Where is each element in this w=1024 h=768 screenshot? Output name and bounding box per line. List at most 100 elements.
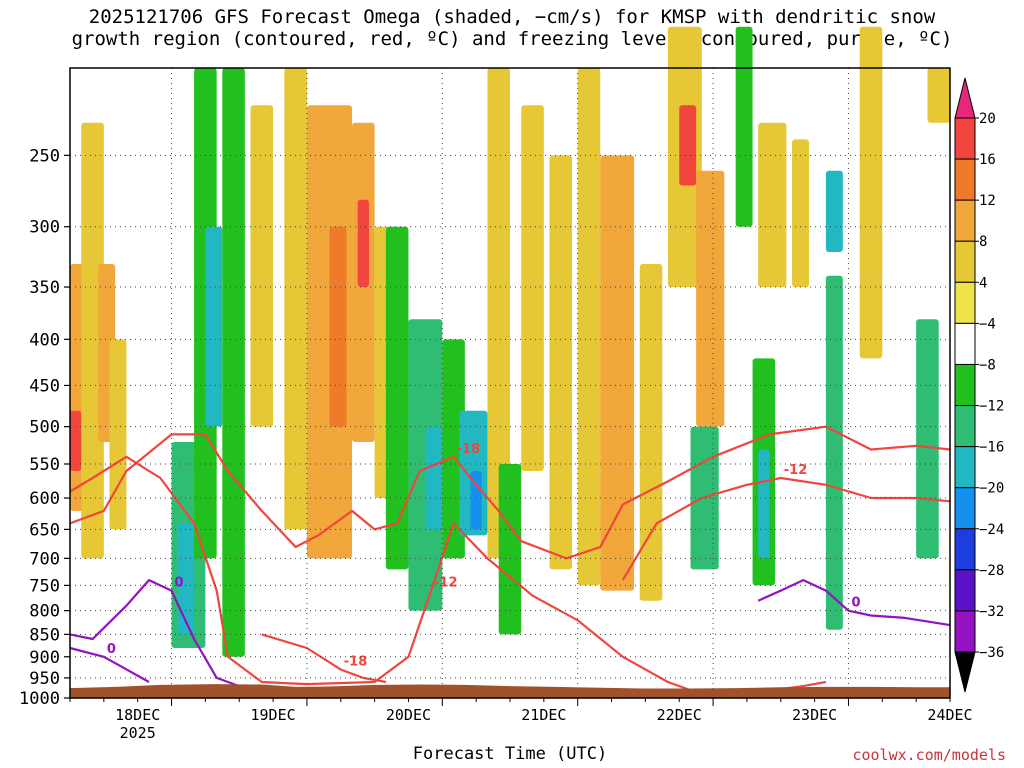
temperature-contour-3 [261, 633, 387, 684]
omega-cell [696, 170, 725, 427]
omega-cell [825, 275, 843, 630]
contour-label: 0 [851, 596, 860, 611]
x-year-label: 2025 [120, 724, 156, 742]
omega-cell [177, 523, 195, 635]
omega-cell [859, 26, 883, 359]
omega-cell [498, 463, 522, 635]
y-tick-label: 700 [29, 549, 60, 569]
ground-terrain [70, 684, 950, 698]
y-tick-label: 350 [29, 278, 60, 298]
colorbar-swatch [954, 199, 976, 242]
omega-cell [735, 26, 753, 227]
omega-cell [679, 105, 697, 186]
omega-cell [329, 226, 347, 427]
omega-cell [549, 155, 573, 570]
x-axis-label: Forecast Time (UTC) [412, 744, 608, 764]
colorbar-label: −12 [979, 399, 1004, 415]
omega-cell [425, 426, 443, 530]
chart-title-line1: 2025121706 GFS Forecast Omega (shaded, −… [88, 6, 936, 28]
colorbar-label: −16 [979, 440, 1004, 456]
contour-label: -18 [457, 442, 481, 457]
contour-label: -18 [344, 655, 368, 670]
colorbar-swatch [954, 117, 976, 160]
omega-cell [250, 105, 274, 427]
colorbar-swatch [954, 446, 976, 489]
y-axis: 250 300 350 400 450 500 550 600 650 700 750 800 850 9… [19, 146, 70, 709]
x-tick-label: 18DEC [115, 706, 160, 724]
colorbar-label: 12 [979, 193, 996, 209]
source-credit-link[interactable]: coolwx.com/models [852, 746, 1006, 764]
contour-label: 0 [107, 642, 116, 657]
colorbar-swatch [954, 281, 976, 324]
omega-cell [792, 139, 809, 288]
colorbar-label: 20 [979, 111, 996, 127]
colorbar-swatch [954, 569, 976, 612]
freezing-level-contour-6 [69, 646, 150, 683]
colorbar-label: −4 [979, 316, 996, 332]
y-tick-label: 900 [29, 648, 60, 668]
omega-cell [639, 264, 663, 601]
x-tick-label: 22DEC [657, 706, 702, 724]
colorbar-label: −28 [979, 563, 1004, 579]
contour-label: -12 [784, 463, 808, 478]
omega-cell [284, 68, 307, 530]
omega-cell [927, 68, 950, 123]
colorbar-legend: 20 16 12 8 4 −4 −8 −12 −16 −20 −24 −28 −32 −36 [954, 77, 1004, 693]
x-tick-label: 20DEC [386, 706, 431, 724]
omega-cell [70, 410, 82, 472]
colorbar-swatch [954, 240, 976, 283]
omega-cell [442, 339, 465, 559]
contour-lines: -18 -12 -12 -18 0 0 0 [69, 425, 951, 699]
colorbar-label: −20 [979, 481, 1004, 497]
x-axis: 18DEC 19DEC 20DEC 21DEC 22DEC 23DEC 24DEC 2025 [69, 698, 973, 742]
omega-cell [222, 68, 245, 657]
omega-cell [357, 199, 369, 288]
omega-shading [70, 26, 950, 657]
omega-cell [205, 226, 223, 427]
temperature-contour-0 [69, 425, 951, 560]
omega-cell [916, 319, 939, 559]
y-tick-label: 450 [29, 376, 60, 396]
y-tick-label: 850 [29, 625, 60, 645]
colorbar-label: 8 [979, 234, 987, 250]
colorbar-label: −36 [979, 645, 1004, 661]
colorbar-label: 16 [979, 152, 996, 168]
grid-lines [70, 68, 950, 699]
omega-cell [470, 471, 482, 530]
colorbar-label: −8 [979, 357, 996, 373]
omega-cell [521, 105, 544, 472]
chart-title-line2: growth region (contoured, red, ºC) and f… [71, 28, 953, 50]
y-tick-label: 1000 [19, 689, 60, 709]
y-tick-label: 550 [29, 455, 60, 475]
ground-terrain-fill [70, 684, 950, 698]
x-tick-label: 21DEC [521, 706, 566, 724]
colorbar-label: 4 [979, 275, 987, 291]
y-tick-label: 400 [29, 330, 60, 350]
x-tick-label: 24DEC [927, 706, 972, 724]
y-tick-label: 950 [29, 669, 60, 689]
omega-cell [109, 339, 127, 530]
y-tick-label: 600 [29, 489, 60, 509]
colorbar-swatch [954, 322, 976, 365]
omega-cell [825, 170, 843, 252]
omega-cell [758, 122, 787, 288]
colorbar-swatch [954, 528, 976, 571]
colorbar-swatch [954, 487, 976, 530]
omega-cell [385, 226, 409, 570]
y-tick-label: 750 [29, 576, 60, 596]
contour-label: 0 [175, 576, 184, 591]
omega-cell [600, 155, 635, 591]
x-tick-label: 23DEC [792, 706, 837, 724]
colorbar-swatch [954, 405, 976, 448]
colorbar-swatch [954, 158, 976, 201]
y-tick-label: 300 [29, 218, 60, 238]
omega-cell [758, 449, 770, 559]
freezing-level-contour-4 [69, 578, 252, 699]
y-tick-label: 650 [29, 520, 60, 540]
colorbar-swatch [954, 610, 976, 653]
contour-label: -12 [434, 576, 458, 591]
omega-cell [487, 68, 510, 559]
temperature-contour-2 [621, 476, 951, 581]
colorbar-swatch [954, 363, 976, 407]
